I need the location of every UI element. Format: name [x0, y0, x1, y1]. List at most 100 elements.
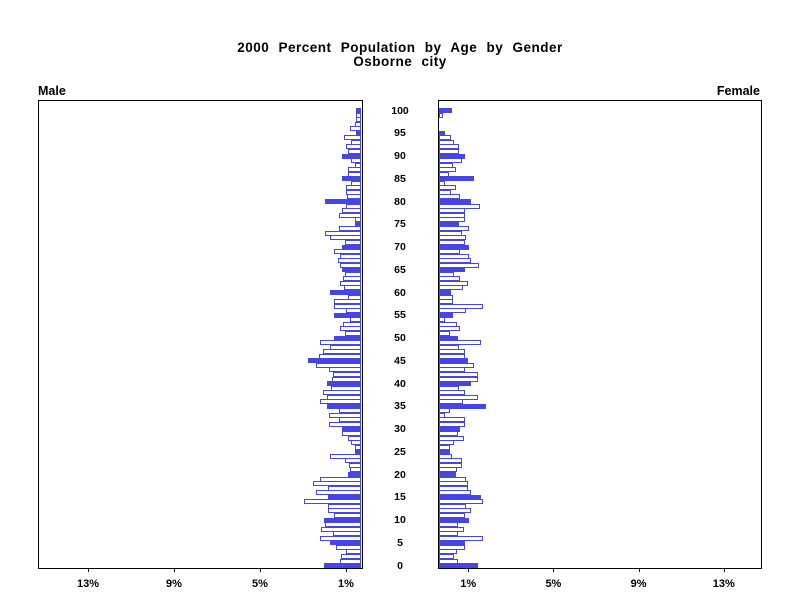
bar-male-age-1 [339, 558, 361, 564]
chart-subtitle: Osborne city [353, 54, 447, 69]
bar-male-age-84 [351, 180, 361, 186]
bar-female-age-9 [439, 522, 459, 527]
bar-male-age-11 [334, 513, 361, 518]
bar-male-age-7 [333, 531, 361, 537]
bar-male-age-85 [341, 176, 361, 182]
bar-male-age-47 [322, 349, 361, 355]
bar-male-age-55 [334, 312, 361, 318]
bar-female-age-56 [439, 308, 466, 314]
bar-female-age-99 [439, 112, 444, 118]
bar-male-age-83 [346, 185, 361, 191]
bar-male-age-9 [324, 522, 361, 527]
bar-male-age-54 [350, 317, 361, 323]
bar-male-age-91 [348, 148, 361, 154]
age-tick-label-85: 85 [394, 172, 406, 185]
bar-female-age-28 [439, 435, 464, 441]
bar-male-age-15 [327, 494, 361, 500]
bar-female-age-42 [439, 371, 478, 377]
female-axis-label: Female [716, 84, 760, 98]
bar-female-age-87 [439, 167, 457, 173]
age-tick-label-25: 25 [394, 445, 406, 458]
bar-male-age-40 [326, 381, 361, 386]
bar-female-age-41 [439, 376, 478, 382]
pct-tick-label-left-9%: 9% [166, 578, 182, 590]
bar-female-age-13 [439, 503, 466, 509]
bar-female-age-11 [439, 513, 465, 518]
age-tick-label-65: 65 [394, 263, 406, 276]
bar-female-age-0 [439, 563, 478, 568]
bar-male-age-98 [355, 117, 361, 123]
bar-female-age-82 [439, 189, 451, 195]
bar-female-age-72 [439, 235, 466, 241]
bar-female-age-39 [439, 385, 460, 391]
bar-female-age-50 [439, 335, 459, 341]
bar-male-age-96 [350, 126, 361, 132]
bar-male-age-81 [347, 194, 361, 200]
axis-tick [468, 568, 470, 572]
bar-male-age-90 [341, 153, 361, 159]
bar-female-age-89 [439, 158, 462, 164]
bar-female-age-44 [439, 362, 475, 368]
bar-male-age-20 [348, 472, 361, 477]
bar-female-age-46 [439, 353, 465, 359]
bar-female-age-69 [439, 249, 461, 255]
bar-female-age-61 [439, 285, 463, 291]
bar-male-age-45 [307, 358, 361, 364]
bar-male-age-12 [327, 508, 361, 514]
bar-male-age-99 [355, 112, 361, 118]
bar-male-age-100 [355, 108, 361, 113]
bar-male-age-97 [354, 121, 361, 127]
bar-female-age-60 [439, 290, 451, 295]
age-tick-label-50: 50 [394, 332, 406, 344]
bar-female-age-43 [439, 367, 465, 373]
bar-female-age-66 [439, 262, 479, 268]
age-tick-label-45: 45 [394, 354, 406, 367]
bar-male-age-58 [334, 299, 361, 305]
bar-male-age-21 [350, 467, 361, 473]
bar-female-age-57 [439, 303, 483, 309]
bar-male-age-6 [320, 535, 361, 541]
bar-female-age-63 [439, 276, 461, 282]
age-tick-label-10: 10 [394, 514, 406, 526]
bar-female-age-10 [439, 517, 469, 523]
axis-tick [723, 568, 725, 572]
bar-male-age-50 [334, 335, 361, 341]
age-tick-label-40: 40 [394, 377, 406, 390]
bar-female-age-70 [439, 244, 469, 250]
bar-male-age-69 [334, 249, 361, 255]
pct-tick-label-left-5%: 5% [252, 578, 268, 590]
bar-female-age-77 [439, 212, 465, 218]
bar-male-age-80 [324, 199, 361, 204]
bar-female-age-48 [439, 344, 460, 350]
bar-female-age-54 [439, 317, 446, 323]
bar-male-age-37 [326, 394, 361, 400]
axis-tick [346, 568, 347, 572]
bar-male-age-88 [354, 162, 361, 168]
bar-female-age-12 [439, 508, 472, 514]
bar-male-age-17 [327, 485, 361, 491]
bar-female-age-21 [439, 467, 458, 473]
bar-male-age-34 [338, 408, 361, 414]
bar-female-age-74 [439, 226, 469, 232]
bar-female-age-62 [439, 280, 468, 286]
pct-tick-label-right-9%: 9% [630, 578, 647, 590]
bar-male-age-31 [328, 422, 361, 427]
bar-female-age-94 [439, 135, 451, 141]
age-tick-label-75: 75 [394, 218, 406, 231]
age-tick-label-70: 70 [394, 241, 406, 253]
bar-male-age-60 [330, 290, 361, 295]
bar-female-age-30 [439, 426, 461, 432]
bar-male-age-29 [341, 431, 361, 437]
bar-female-age-65 [439, 267, 465, 273]
bar-female-age-32 [439, 417, 465, 423]
bar-female-age-58 [439, 299, 453, 305]
bar-male-age-41 [332, 376, 361, 382]
bar-male-age-73 [324, 230, 361, 236]
bar-male-age-63 [342, 276, 361, 282]
bar-male-age-48 [330, 344, 361, 350]
bar-female-age-5 [439, 540, 465, 546]
axis-tick [174, 568, 175, 572]
bar-male-age-53 [342, 321, 361, 327]
bar-male-age-4 [336, 544, 361, 550]
